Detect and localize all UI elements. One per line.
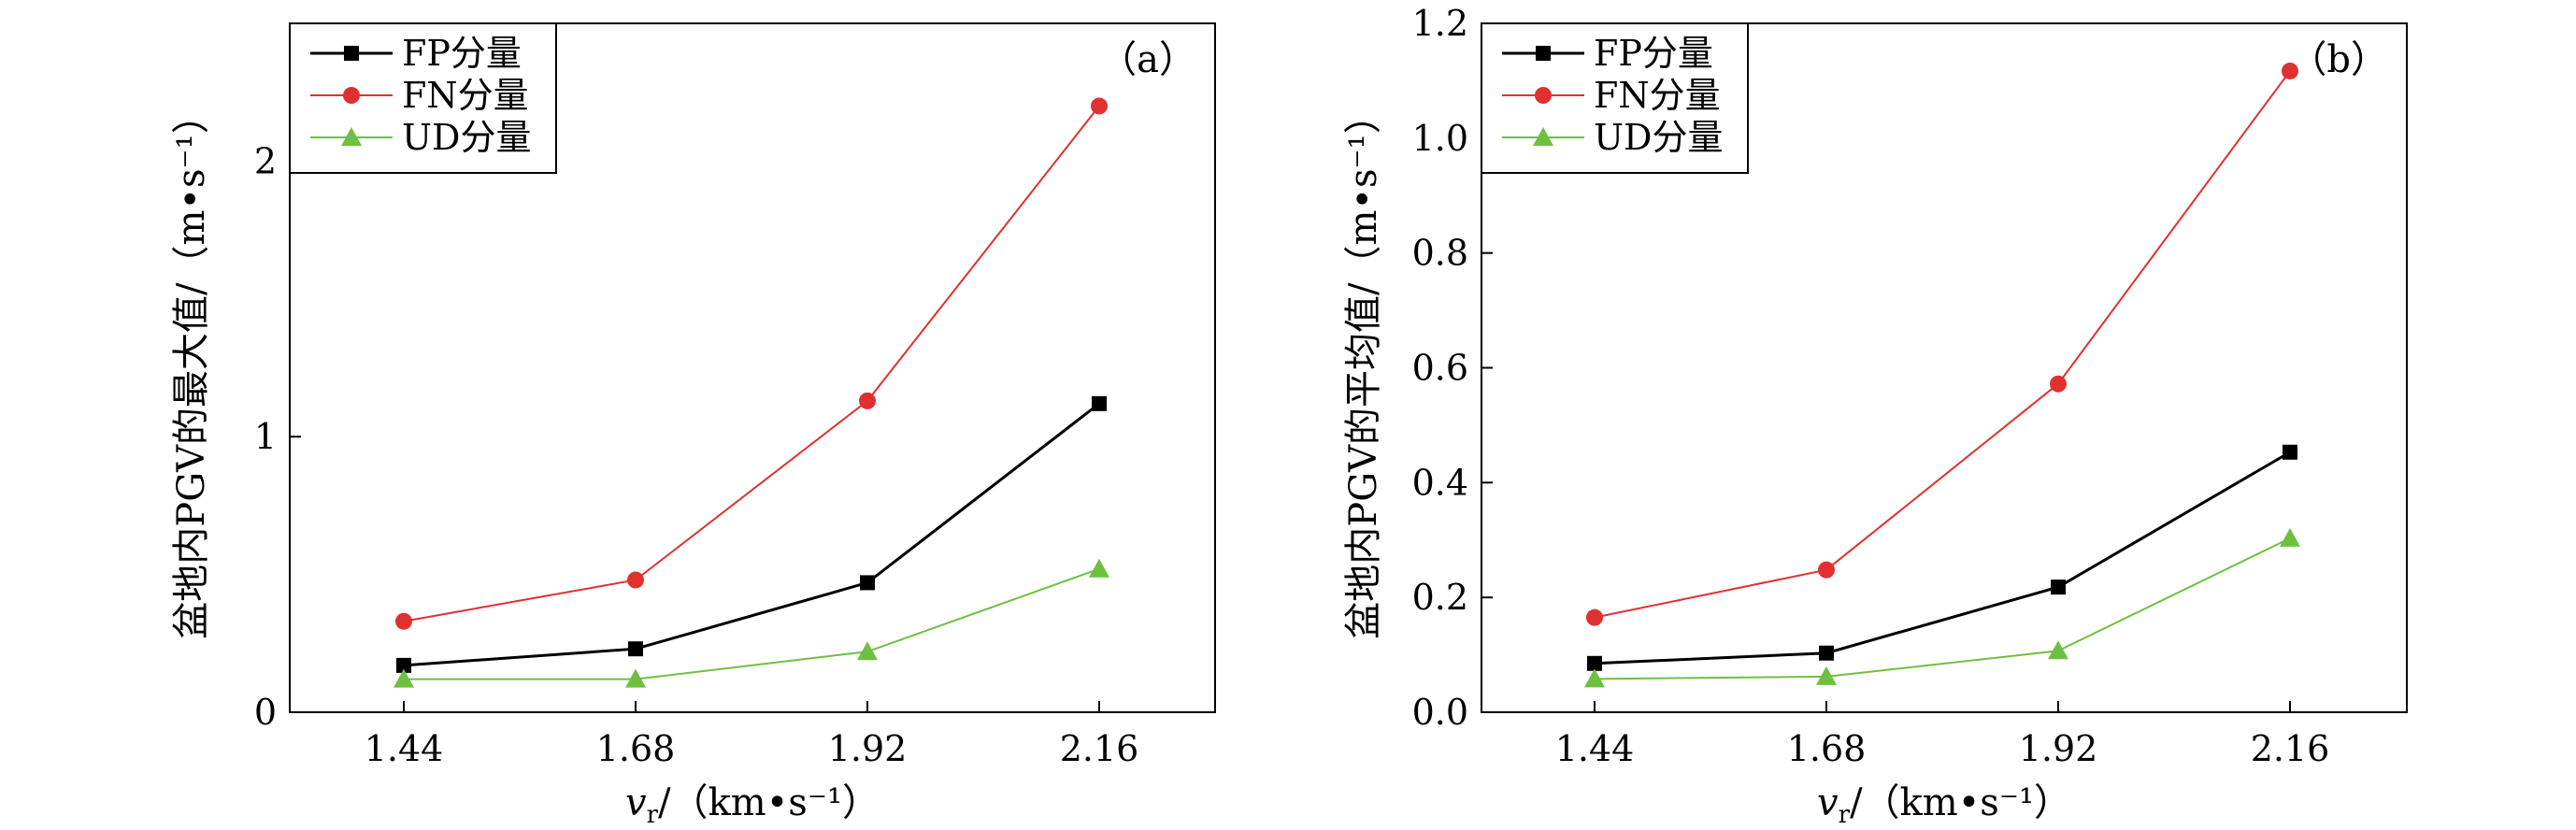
legend-marker [1536, 46, 1551, 61]
y-tick-label: 1.2 [1412, 3, 1468, 44]
series-line [404, 567, 1100, 680]
y-tick-label: 0.8 [1412, 233, 1468, 274]
data-point [1584, 668, 1605, 688]
y-tick-label: 1 [254, 416, 277, 457]
data-point [859, 392, 876, 409]
series-1 [396, 395, 1107, 673]
data-point [1587, 655, 1602, 671]
series-line [403, 402, 1100, 667]
x-axis-label: vr/（km•s⁻¹） [1817, 781, 2071, 829]
panel-b: 0.0 0.2 0.4 0.6 0.8 1.0 1.2 1.44 1.68 1.92 2.16 vr/… [1342, 3, 2408, 829]
x-tick-label: 1.68 [1787, 728, 1867, 769]
x-tick-label: 1.44 [365, 728, 444, 769]
legend-box [289, 22, 557, 174]
panel-tag: （a） [1099, 38, 1196, 81]
series-line [1594, 451, 2291, 665]
y-tick-label: 2 [254, 140, 277, 181]
y-tick-label: 0.6 [1412, 348, 1468, 389]
data-point [2283, 444, 2297, 460]
legend-marker [1535, 87, 1552, 104]
x-tick-label: 1.68 [596, 728, 676, 769]
data-point [1816, 665, 1837, 685]
legend-box [1481, 22, 1749, 174]
x-tick-label: 2.16 [2251, 728, 2330, 769]
legend-label: FP分量 [402, 33, 522, 74]
y-tick-label: 0.2 [1412, 577, 1468, 618]
data-point [2048, 640, 2068, 660]
series-3 [1584, 527, 2300, 688]
data-point [396, 657, 411, 673]
data-point [395, 612, 412, 630]
legend-label: UD分量 [1594, 117, 1724, 158]
series-line [1594, 537, 2291, 680]
legend-marker [341, 127, 362, 146]
legend-label: FP分量 [1594, 33, 1713, 74]
data-point [860, 575, 875, 591]
data-point [2051, 580, 2066, 595]
series-line [1594, 70, 2291, 619]
data-point [627, 571, 644, 589]
legend-marker [343, 87, 360, 104]
data-point [1818, 561, 1835, 579]
data-point [2050, 375, 2067, 393]
series-2 [395, 97, 1108, 630]
data-point [1091, 97, 1108, 115]
x-tick-label: 2.16 [1060, 728, 1139, 769]
data-point [628, 641, 643, 657]
data-point [394, 668, 414, 688]
panel-a: 0 1 2 1.44 1.68 1.92 2.16 vr/（km•s⁻¹） 盆地内PGV的最大值… [170, 22, 1216, 829]
y-tick-label: 1.0 [1412, 118, 1468, 159]
x-tick-label: 1.92 [828, 728, 908, 769]
x-tick-label: 1.92 [2019, 728, 2098, 769]
y-axis-label: 盆地内PGV的平均值/（m•s⁻¹） [1342, 96, 1385, 638]
data-point [1089, 558, 1109, 578]
x-axis-label: vr/（km•s⁻¹） [625, 781, 880, 829]
legend-label: UD分量 [402, 117, 532, 158]
y-tick-label: 0.0 [1412, 692, 1468, 733]
panel-tag: （b） [2289, 38, 2388, 81]
series-2 [1586, 62, 2298, 626]
data-point [1819, 645, 1834, 661]
y-tick-label: 0.4 [1412, 462, 1468, 503]
data-point [2280, 527, 2300, 547]
series-line [403, 105, 1100, 622]
y-axis-label: 盆地内PGV的最大值/（m•s⁻¹） [170, 96, 213, 638]
plot-frame [289, 22, 1216, 713]
data-point [1092, 395, 1107, 411]
x-tick-label: 1.44 [1555, 728, 1635, 769]
data-point [625, 668, 646, 688]
legend-label: FN分量 [1594, 75, 1721, 116]
data-point [1586, 608, 1603, 626]
data-point [857, 641, 878, 661]
legend-marker [1533, 127, 1553, 146]
series-1 [1587, 444, 2297, 671]
data-point [2282, 62, 2298, 79]
legend-label: FN分量 [402, 75, 529, 116]
y-tick-label: 0 [254, 692, 277, 733]
legend-marker [344, 46, 359, 61]
series-3 [394, 558, 1109, 688]
